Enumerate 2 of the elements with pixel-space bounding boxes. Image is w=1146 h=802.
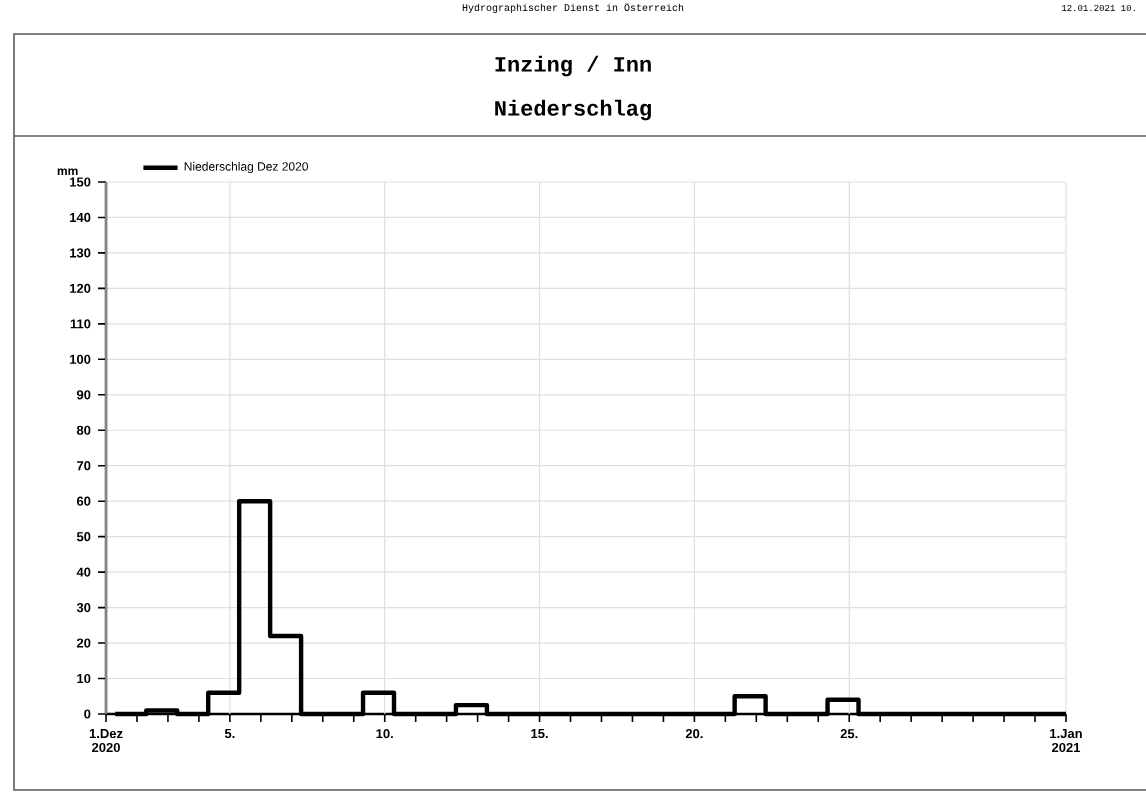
chart-subtitle: Niederschlag [495,99,651,121]
chart-title: Inzing / Inn [495,55,651,77]
